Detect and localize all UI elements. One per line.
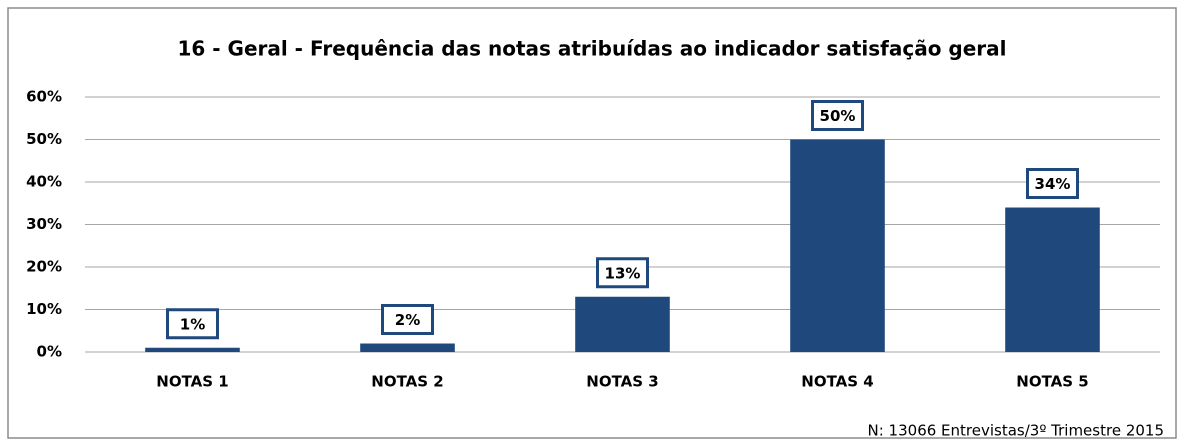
chart-border (7, 7, 1177, 439)
bar (790, 139, 885, 352)
y-tick-label: 20% (26, 258, 62, 276)
value-label: 1% (180, 315, 205, 333)
bar (1005, 207, 1100, 352)
bar (145, 347, 240, 352)
value-label: 13% (605, 264, 641, 282)
note: N: 13066 Entrevistas/3º Trimestre 2015 (868, 422, 1164, 440)
y-tick-label: 50% (26, 130, 62, 148)
x-tick-label: NOTAS 1 (156, 373, 228, 391)
y-tick-label: 40% (26, 173, 62, 191)
x-tick-label: NOTAS 4 (801, 373, 873, 391)
value-label: 34% (1035, 175, 1071, 193)
chart-title: 16 - Geral - Frequência das notas atribu… (177, 37, 1006, 61)
y-tick-label: 0% (37, 343, 62, 361)
value-label-box (1026, 168, 1079, 199)
value-label-box (811, 100, 864, 131)
value-label-box (381, 304, 434, 335)
y-tick-label: 30% (26, 215, 62, 233)
value-label-box (166, 308, 219, 340)
value-label: 50% (820, 107, 856, 125)
bar (360, 343, 455, 352)
bar (575, 296, 670, 352)
value-label-box (596, 257, 649, 289)
value-label: 2% (395, 311, 420, 329)
x-tick-label: NOTAS 5 (1016, 373, 1088, 391)
x-tick-label: NOTAS 2 (371, 373, 443, 391)
y-tick-label: 60% (26, 88, 62, 106)
y-tick-label: 10% (26, 300, 62, 318)
x-tick-label: NOTAS 3 (586, 373, 658, 391)
